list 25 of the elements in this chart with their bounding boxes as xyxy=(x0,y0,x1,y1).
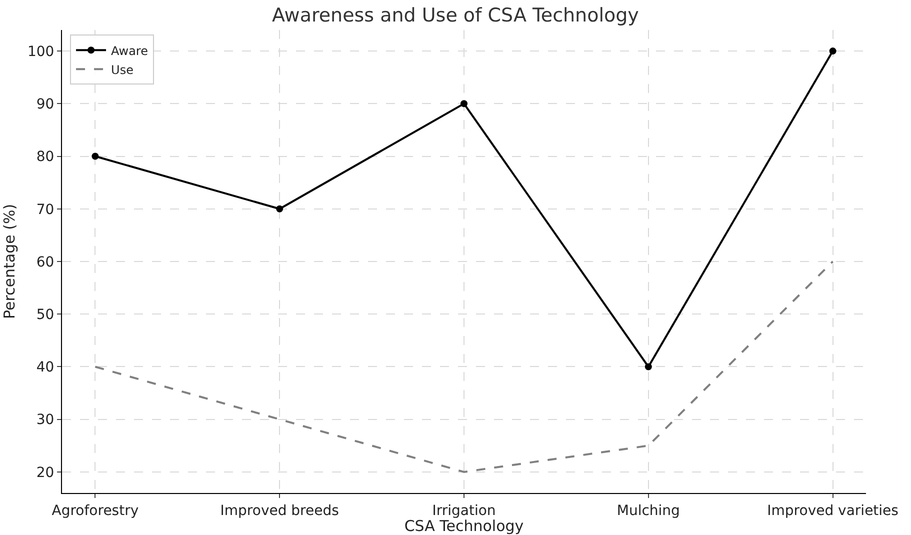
y-tick-label: 80 xyxy=(36,149,54,166)
x-tick-label: Mulching xyxy=(616,502,680,519)
y-tick-label: 40 xyxy=(36,360,54,376)
y-axis-title: Percentage (%) xyxy=(0,204,19,320)
y-tick-label: 100 xyxy=(27,44,54,60)
y-tick-label: 50 xyxy=(36,307,54,324)
point xyxy=(644,363,652,370)
legend-label: Aware xyxy=(111,44,148,58)
point xyxy=(276,205,284,212)
y-tick-label: 30 xyxy=(36,412,54,428)
y-tick-label: 90 xyxy=(36,96,54,113)
point xyxy=(92,152,99,160)
x-tick-label: Improved breeds xyxy=(220,502,339,519)
x-axis-title: CSA Technology xyxy=(404,517,524,535)
chart-title: Awareness and Use of CSA Technology xyxy=(272,4,639,26)
legend-label: Use xyxy=(111,62,134,77)
line-series xyxy=(94,260,834,473)
point xyxy=(460,100,468,108)
y-tick-label: 70 xyxy=(36,202,54,218)
point xyxy=(829,48,836,55)
x-tick-label: Irrigation xyxy=(432,502,496,519)
y-tick-label: 60 xyxy=(36,254,54,270)
x-tick-label: Improved varieties xyxy=(767,502,898,519)
x-tick-label: Agroforestry xyxy=(52,502,139,519)
y-tick-label: 20 xyxy=(36,464,54,481)
